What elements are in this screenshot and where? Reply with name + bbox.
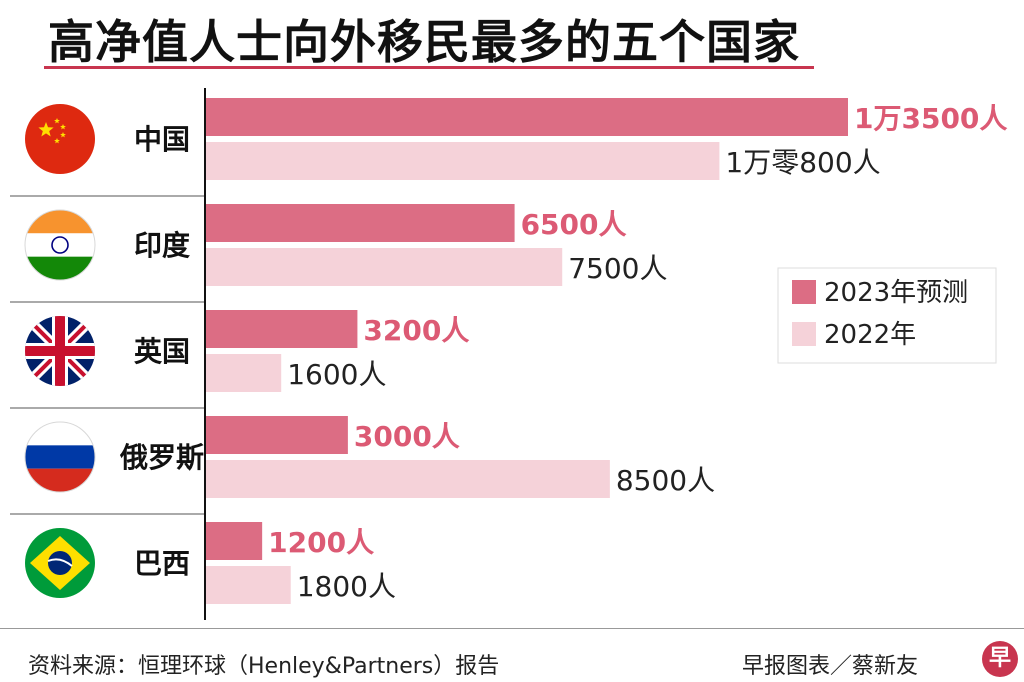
zaobao-logo-icon: 早 [982,641,1018,677]
legend-label-2022: 2022年 [824,320,916,350]
bar-2022 [205,354,282,392]
bar-2023 [205,310,358,348]
value-label-2023: 3000人 [354,420,460,453]
bar-2022 [205,142,720,180]
footer-divider [0,628,1024,629]
credit-note: 早报图表／蔡新友 [742,654,919,679]
legend-swatch-2022 [792,322,816,346]
bars-layer [205,98,848,604]
bar-2023 [205,204,515,242]
russia-flag-icon [24,421,96,493]
source-note: 资料来源：恒理环球（Henley&Partners）报告 [28,654,500,679]
legend: 2023年预测 2022年 [777,267,997,364]
category-label: 中国 [134,123,190,156]
value-label-2022: 1800人 [297,570,396,603]
value-label-2023: 1200人 [268,526,374,559]
brazil-flag-icon [25,528,95,598]
value-label-2023: 1万3500人 [854,102,1007,135]
bar-2022 [205,248,563,286]
chart-title: 高净值人士向外移民最多的五个国家 [48,15,800,69]
value-label-2022: 8500人 [616,464,715,497]
value-label-2023: 3200人 [363,314,469,347]
bar-2022 [205,460,610,498]
legend-swatch-2023 [792,280,816,304]
bar-2023 [205,416,348,454]
title-underline [44,66,814,69]
china-flag-icon [25,104,95,174]
bar-2022 [205,566,291,604]
row-separators [10,195,205,515]
flags-layer [24,104,96,598]
uk-flag-icon [25,316,95,386]
bar-2023 [205,98,848,136]
value-label-2022: 1万零800人 [725,146,880,179]
legend-label-2023: 2023年预测 [824,278,968,308]
value-label-2022: 7500人 [568,252,667,285]
category-label: 英国 [134,335,190,368]
value-label-2022: 1600人 [287,358,386,391]
india-flag-icon [24,209,96,281]
value-label-2023: 6500人 [521,208,627,241]
bar-2023 [205,522,263,560]
value-labels: 1万3500人 1万零800人 6500人 7500人 3200人 1600人 3000人 8… [268,102,1007,603]
category-label: 俄罗斯 [119,441,204,474]
category-label: 印度 [134,229,190,262]
category-label: 巴西 [134,547,190,580]
